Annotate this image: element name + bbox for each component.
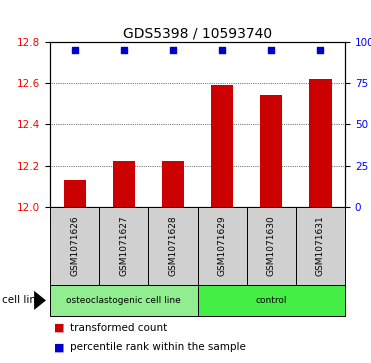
- Text: percentile rank within the sample: percentile rank within the sample: [70, 342, 246, 352]
- Text: transformed count: transformed count: [70, 323, 168, 333]
- Point: [121, 47, 127, 53]
- Text: GSM1071628: GSM1071628: [168, 216, 177, 276]
- Point: [219, 47, 225, 53]
- Point: [170, 47, 176, 53]
- Bar: [296, 207, 345, 285]
- Point: [318, 47, 324, 53]
- Text: control: control: [256, 296, 287, 305]
- Bar: [198, 285, 345, 316]
- Text: ■: ■: [54, 323, 64, 333]
- Point: [72, 47, 78, 53]
- Bar: [63, 180, 86, 207]
- Bar: [148, 207, 198, 285]
- Title: GDS5398 / 10593740: GDS5398 / 10593740: [123, 26, 272, 41]
- Bar: [309, 79, 332, 207]
- Text: ■: ■: [54, 342, 64, 352]
- Bar: [50, 285, 198, 316]
- Text: GSM1071631: GSM1071631: [316, 216, 325, 276]
- Text: GSM1071630: GSM1071630: [267, 216, 276, 276]
- Text: GSM1071626: GSM1071626: [70, 216, 79, 276]
- Text: osteoclastogenic cell line: osteoclastogenic cell line: [66, 296, 181, 305]
- Bar: [260, 95, 282, 207]
- Bar: [162, 162, 184, 207]
- Bar: [211, 85, 233, 207]
- Text: GSM1071627: GSM1071627: [119, 216, 128, 276]
- Bar: [247, 207, 296, 285]
- Bar: [50, 207, 99, 285]
- Bar: [99, 207, 148, 285]
- Bar: [113, 162, 135, 207]
- Text: GSM1071629: GSM1071629: [218, 216, 227, 276]
- Text: cell line: cell line: [2, 295, 42, 305]
- Polygon shape: [34, 291, 46, 310]
- Point: [268, 47, 274, 53]
- Bar: [198, 207, 247, 285]
